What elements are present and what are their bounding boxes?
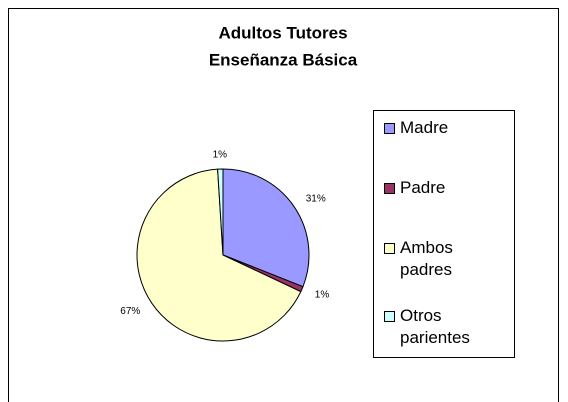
data-label: 67% <box>120 306 140 317</box>
legend-swatch <box>384 123 395 134</box>
legend-label: Padre <box>400 178 446 197</box>
legend-swatch <box>384 183 395 194</box>
data-label: 1% <box>213 150 228 161</box>
chart-title: Adultos Tutores <box>218 23 347 42</box>
pie-slice <box>217 168 224 256</box>
legend: Madre Padre Ambos padres Otros parientes <box>373 110 515 358</box>
legend-label: Madre <box>400 118 449 137</box>
legend-item: Madre <box>384 117 509 139</box>
pie-slice <box>222 168 310 288</box>
legend-label: Ambos padres <box>400 238 453 279</box>
data-label: 1% <box>315 289 330 300</box>
pie-slice <box>136 168 302 342</box>
legend-item: Otros parientes <box>384 305 509 349</box>
legend-swatch <box>384 243 395 254</box>
chart-subtitle: Enseñanza Básica <box>209 50 358 69</box>
legend-item: Ambos padres <box>384 237 509 281</box>
legend-item: Padre <box>384 177 509 199</box>
legend-swatch <box>384 311 395 322</box>
data-label: 31% <box>306 193 326 204</box>
legend-label: Otros parientes <box>400 306 470 347</box>
